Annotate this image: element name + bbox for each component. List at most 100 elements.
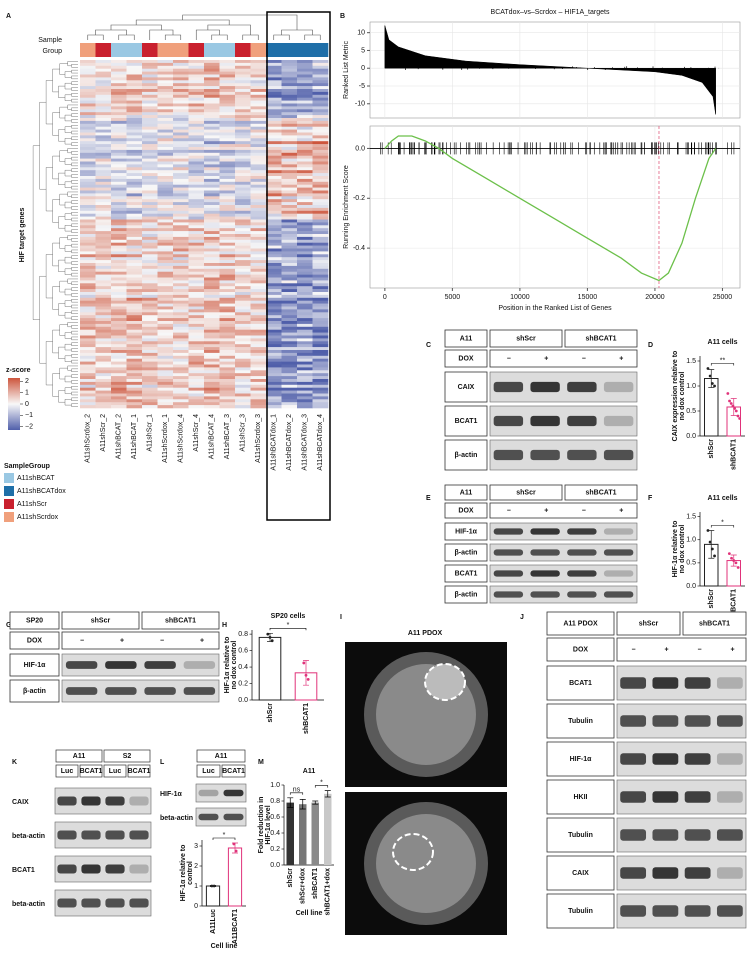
heatmap-cell <box>126 138 143 142</box>
heatmap-cell <box>111 176 127 180</box>
heatmap-cell <box>219 271 236 275</box>
heatmap-cell <box>95 60 112 64</box>
heatmap-cell <box>250 263 267 267</box>
heatmap-cell <box>250 280 267 284</box>
heatmap-cell <box>266 312 282 316</box>
heatmap-cell <box>219 315 236 319</box>
blot-band <box>530 570 560 577</box>
heatmap-cell <box>111 393 127 397</box>
heatmap-cell <box>80 294 96 299</box>
heatmap-cell <box>312 384 329 388</box>
heatmap-cell <box>312 300 329 304</box>
heatmap-cell <box>219 141 236 145</box>
heatmap-cell <box>312 347 329 351</box>
chart-title: A11 cells <box>708 495 738 502</box>
heatmap-cell <box>111 405 127 409</box>
heatmap-cell <box>95 205 112 209</box>
heatmap-cell <box>126 205 143 209</box>
heatmap-cell <box>312 364 329 368</box>
heatmap-cell <box>157 225 174 229</box>
heatmap-cell <box>157 329 174 333</box>
heatmap-cell <box>142 123 158 127</box>
heatmap-cell <box>235 326 251 330</box>
heatmap-cell <box>126 167 143 171</box>
heatmap-cell <box>157 62 174 67</box>
heatmap-cell <box>80 231 96 235</box>
heatmap-cell <box>80 289 96 293</box>
heatmap-cell <box>266 65 282 69</box>
heatmap-cell <box>235 126 251 130</box>
heatmap-cell <box>142 219 158 223</box>
heatmap-cell <box>281 147 298 151</box>
heatmap-cell <box>95 245 112 249</box>
heatmap-cell <box>173 176 189 180</box>
heatmap-cell <box>126 355 143 359</box>
heatmap-cell <box>126 74 143 78</box>
heatmap-cell <box>173 225 189 229</box>
heatmap-cell <box>111 402 127 406</box>
sample-group-cell <box>173 43 189 57</box>
heatmap-cell <box>250 315 267 319</box>
heatmap-cell <box>80 373 96 377</box>
heatmap-cell <box>142 199 158 203</box>
heatmap-cell <box>297 283 313 287</box>
heatmap-cell <box>266 202 282 206</box>
heatmap-cell <box>250 115 267 119</box>
heatmap-cell <box>142 135 158 139</box>
heatmap-cell <box>126 106 143 110</box>
heatmap-cell <box>173 216 189 220</box>
heatmap-cell <box>188 297 205 301</box>
x-tick-label: 25000 <box>713 294 733 301</box>
heatmap-cell <box>250 173 267 177</box>
heatmap-cell <box>281 306 298 310</box>
heatmap-cell <box>111 332 127 336</box>
heatmap-cell <box>219 361 236 365</box>
table-cell <box>444 585 488 604</box>
heatmap-cell <box>188 112 205 116</box>
heatmap-cell <box>297 381 313 386</box>
heatmap-cell <box>157 123 174 127</box>
heatmap-cell <box>80 341 96 345</box>
heatmap-cell <box>266 141 282 145</box>
heatmap-cell <box>266 91 282 96</box>
heatmap-cell <box>188 289 205 293</box>
heatmap-cell <box>126 358 143 362</box>
data-point <box>713 554 716 558</box>
heatmap-cell <box>281 361 298 365</box>
heatmap-cell <box>250 118 267 122</box>
table-cell <box>444 484 488 501</box>
heatmap-cell <box>188 109 205 113</box>
dox-value: + <box>544 355 548 362</box>
heatmap-cell <box>204 283 220 287</box>
heatmap-cell <box>250 268 267 272</box>
y-tick-label: 0.5 <box>686 560 696 567</box>
heatmap-cell <box>297 219 313 223</box>
heatmap-cell <box>111 158 127 162</box>
heatmap-cell <box>142 193 158 197</box>
data-point <box>302 661 306 665</box>
heatmap-cell <box>173 321 189 325</box>
heatmap-cell <box>297 187 313 191</box>
heatmap-cell <box>250 205 267 209</box>
heatmap-cell <box>173 167 189 171</box>
heatmap-cell <box>80 234 96 238</box>
heatmap-cell <box>204 335 220 339</box>
heatmap-cell <box>250 242 267 246</box>
y-tick-label: 0.6 <box>238 647 248 654</box>
heatmap-cell <box>266 306 282 310</box>
heatmap-cell <box>235 202 251 206</box>
heatmap-cell <box>281 207 298 212</box>
heatmap-cell <box>297 387 313 391</box>
heatmap-cell <box>250 384 267 388</box>
heatmap-cell <box>173 115 189 119</box>
heatmap-cell <box>297 184 313 188</box>
column-label: A11shBCAT_4 <box>209 414 216 459</box>
blot-band <box>603 591 634 598</box>
heatmap-cell <box>173 268 189 272</box>
heatmap-cell <box>281 300 298 304</box>
heatmap-cell <box>235 71 251 75</box>
heatmap-cell <box>204 193 220 197</box>
panel-letter: C <box>426 342 431 349</box>
axis-label: HIF-1α relative to <box>180 845 187 902</box>
heatmap-cell <box>95 344 112 348</box>
